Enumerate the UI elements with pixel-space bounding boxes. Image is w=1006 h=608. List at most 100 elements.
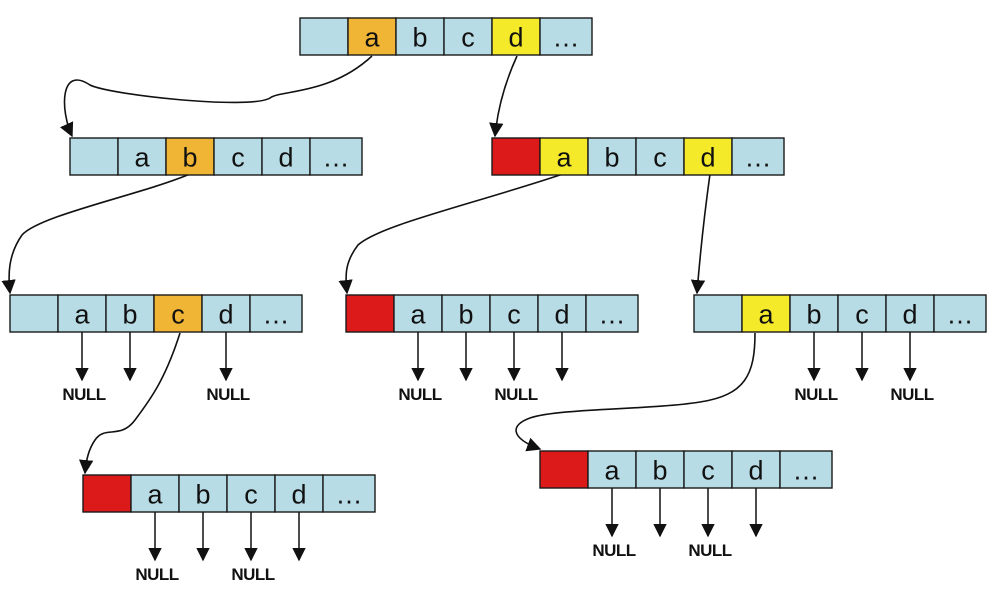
cell-ellipsis-default bbox=[322, 474, 376, 513]
cell-d-default bbox=[537, 294, 587, 333]
edge-node-dd-a-to-node-dda bbox=[515, 332, 756, 452]
cell-b-default bbox=[178, 474, 228, 513]
null-label: NULL bbox=[592, 541, 635, 560]
cell-label: d bbox=[218, 300, 233, 330]
cell-label: c bbox=[244, 480, 258, 510]
cell-ellipsis-default bbox=[933, 294, 987, 333]
trie-node-node-dd: a b c d … bbox=[693, 294, 987, 333]
nodes-layer: a b c d …a b c d… a b c d …a b c d… a b c d… a b c d …a b c d …a b c d… bbox=[9, 17, 987, 513]
cell-label: b bbox=[195, 480, 210, 510]
trie-node-root: a b c d … bbox=[299, 17, 593, 56]
cell-label: … bbox=[745, 143, 772, 173]
cell-label: b bbox=[412, 23, 427, 53]
cell-ellipsis-default bbox=[539, 17, 593, 56]
cell-ellipsis-default bbox=[249, 294, 303, 333]
trie-node-node-abc: a b c d … bbox=[82, 474, 376, 513]
cell-d-child bbox=[683, 137, 733, 176]
cell-ellipsis-default bbox=[731, 137, 785, 176]
cell-b-default bbox=[635, 450, 685, 489]
cell-ellipsis-default bbox=[779, 450, 833, 489]
edge-root-a-to-node-a bbox=[60, 55, 373, 138]
edge-node-d-d-to-node-dd bbox=[690, 173, 711, 295]
cell-a-child bbox=[539, 137, 589, 176]
cell-label: d bbox=[508, 23, 523, 53]
cell-c-path bbox=[153, 294, 203, 333]
cell-label: b bbox=[182, 143, 197, 173]
edge-node-d-a-to-node-da bbox=[338, 173, 564, 295]
cell-label: c bbox=[701, 456, 715, 486]
cell-marker-terminal bbox=[345, 294, 395, 333]
pointers-layer: NULL NULL NULL NULL NULL NULL NULL NULL NULL NULL bbox=[62, 332, 934, 584]
cell-label: a bbox=[147, 480, 163, 510]
cell-c-default bbox=[443, 17, 493, 56]
cell-a-default bbox=[587, 450, 637, 489]
cell-ellipsis-default bbox=[585, 294, 639, 333]
cell-label: b bbox=[604, 143, 619, 173]
cell-label: a bbox=[604, 456, 620, 486]
edge-node-a-b-to-node-ab bbox=[1, 173, 191, 295]
cell-marker-default bbox=[69, 137, 119, 176]
cell-label: … bbox=[263, 300, 290, 330]
cell-marker-terminal bbox=[82, 474, 132, 513]
cell-label: a bbox=[410, 300, 426, 330]
cell-label: c bbox=[855, 300, 869, 330]
cell-label: a bbox=[758, 300, 774, 330]
cell-c-default bbox=[635, 137, 685, 176]
edge-node-ab-c-to-node-abc bbox=[79, 332, 181, 475]
trie-node-node-da: a b c d … bbox=[345, 294, 639, 333]
null-label: NULL bbox=[494, 385, 537, 404]
null-label: NULL bbox=[62, 385, 105, 404]
trie-node-node-dda: a b c d … bbox=[539, 450, 833, 489]
cell-label: … bbox=[793, 456, 820, 486]
cell-label: b bbox=[806, 300, 821, 330]
cell-label: c bbox=[507, 300, 521, 330]
cell-label: a bbox=[556, 143, 572, 173]
cell-b-default bbox=[789, 294, 839, 333]
cell-c-default bbox=[683, 450, 733, 489]
cell-ellipsis-default bbox=[309, 137, 363, 176]
cell-label: d bbox=[902, 300, 917, 330]
cell-marker-default bbox=[693, 294, 743, 333]
cell-d-default bbox=[885, 294, 935, 333]
cell-d-default bbox=[261, 137, 311, 176]
cell-d-default bbox=[201, 294, 251, 333]
cell-label: … bbox=[947, 300, 974, 330]
null-label: NULL bbox=[794, 385, 837, 404]
cell-label: … bbox=[323, 143, 350, 173]
cell-label: … bbox=[336, 480, 363, 510]
cell-marker-terminal bbox=[539, 450, 589, 489]
cell-label: a bbox=[134, 143, 150, 173]
cell-d-default bbox=[274, 474, 324, 513]
cell-label: d bbox=[554, 300, 569, 330]
cell-b-default bbox=[395, 17, 445, 56]
cell-marker-terminal bbox=[491, 137, 541, 176]
null-label: NULL bbox=[688, 541, 731, 560]
trie-node-node-a: a b c d… bbox=[69, 137, 363, 176]
cell-label: b bbox=[122, 300, 137, 330]
cell-marker-default bbox=[9, 294, 59, 333]
edges-layer bbox=[1, 55, 756, 475]
cell-c-default bbox=[837, 294, 887, 333]
cell-label: a bbox=[74, 300, 90, 330]
null-label: NULL bbox=[890, 385, 933, 404]
cell-label: c bbox=[461, 23, 475, 53]
null-label: NULL bbox=[206, 385, 249, 404]
cell-label: a bbox=[364, 23, 380, 53]
cell-label: d bbox=[700, 143, 715, 173]
trie-node-node-d: a b c d… bbox=[491, 137, 785, 176]
cell-marker-default bbox=[299, 17, 349, 56]
cell-a-child bbox=[741, 294, 791, 333]
cell-label: … bbox=[599, 300, 626, 330]
null-label: NULL bbox=[231, 565, 274, 584]
cell-label: c bbox=[231, 143, 245, 173]
cell-label: d bbox=[748, 456, 763, 486]
edge-root-d-to-node-d bbox=[489, 55, 518, 138]
cell-label: b bbox=[652, 456, 667, 486]
cell-label: b bbox=[458, 300, 473, 330]
trie-node-node-ab: a b c d … bbox=[9, 294, 303, 333]
cell-label: … bbox=[553, 23, 580, 53]
cell-label: d bbox=[291, 480, 306, 510]
cell-label: c bbox=[171, 300, 185, 330]
null-label: NULL bbox=[398, 385, 441, 404]
